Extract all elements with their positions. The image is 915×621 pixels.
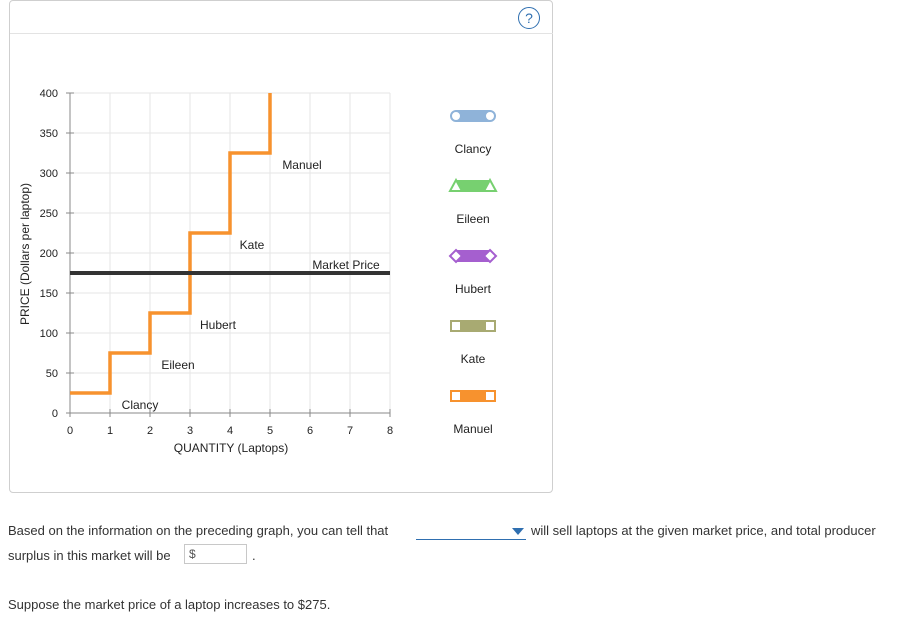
series [70,93,390,395]
legend-item[interactable]: Clancy [450,110,496,156]
diamond-marker-icon [482,248,498,264]
question-text-1: Based on the information on the precedin… [8,523,389,538]
question-text-2: will sell laptops at the given market pr… [531,523,876,538]
y-tick-label: 300 [40,168,58,180]
legend-label: Hubert [455,282,492,296]
graph-panel [9,0,553,493]
x-tick-label: 4 [227,425,233,437]
x-tick-label: 2 [147,425,153,437]
question-text-3: surplus in this market will be [8,548,171,563]
y-tick-label: 100 [40,328,58,340]
supply-chart: 0 50 100 150 200 250 300 350 400 0 1 2 3 4 5 6 7 8 QUANTIT… [18,88,498,455]
y-tick-label: 350 [40,128,58,140]
x-tick-label: 3 [187,425,193,437]
x-tick-label: 1 [107,425,113,437]
chevron-down-icon [512,528,524,535]
annotations: Clancy Eileen Hubert Kate Manuel Market Price [122,158,380,412]
surplus-input[interactable]: $ [184,544,247,564]
y-tick-label: 400 [40,88,58,100]
annotation-label: Market Price [312,258,380,272]
axes: 0 50 100 150 200 250 300 350 400 0 1 2 3 4 5 6 7 8 QUANTIT… [18,88,393,455]
grid-lines [70,92,391,413]
y-tick-label: 250 [40,208,58,220]
x-axis-label: QUANTITY (Laptops) [174,441,288,455]
y-tick-label: 150 [40,288,58,300]
legend-item[interactable]: Kate [450,320,496,366]
period: . [252,548,256,563]
annotation-label: Manuel [282,158,321,172]
legend-label: Kate [461,352,486,366]
legend: Clancy Eileen Hubert Kate Manuel [448,110,498,436]
panel-divider [10,33,553,34]
circle-marker-icon [484,110,496,122]
triangle-marker-icon [448,177,464,192]
legend-item[interactable]: Manuel [450,390,496,436]
legend-label: Eileen [456,212,489,226]
square-marker-icon [450,320,462,332]
annotation-label: Clancy [122,398,159,412]
x-tick-label: 0 [67,425,73,437]
help-icon[interactable]: ? [518,7,540,29]
supply-curve [70,93,272,395]
legend-label: Manuel [453,422,492,436]
square-marker-icon [450,390,462,402]
y-tick-label: 50 [46,368,58,380]
y-tick-label: 200 [40,248,58,260]
legend-label: Clancy [455,142,492,156]
seller-dropdown[interactable] [416,522,526,540]
annotation-label: Kate [240,238,265,252]
circle-marker-icon [450,110,462,122]
legend-item[interactable]: Hubert [448,248,498,296]
y-axis-label: PRICE (Dollars per laptop) [18,183,32,325]
annotation-label: Eileen [161,358,194,372]
diamond-marker-icon [448,248,464,264]
annotation-label: Hubert [200,318,237,332]
square-marker-icon [484,320,496,332]
triangle-marker-icon [482,177,498,192]
x-tick-label: 5 [267,425,273,437]
x-tick-label: 8 [387,425,393,437]
dollar-prefix: $ [189,547,196,561]
x-tick-label: 6 [307,425,313,437]
followup-text: Suppose the market price of a laptop inc… [8,597,331,612]
legend-item[interactable]: Eileen [448,177,498,226]
x-tick-label: 7 [347,425,353,437]
square-marker-icon [484,390,496,402]
y-tick-label: 0 [52,408,58,420]
